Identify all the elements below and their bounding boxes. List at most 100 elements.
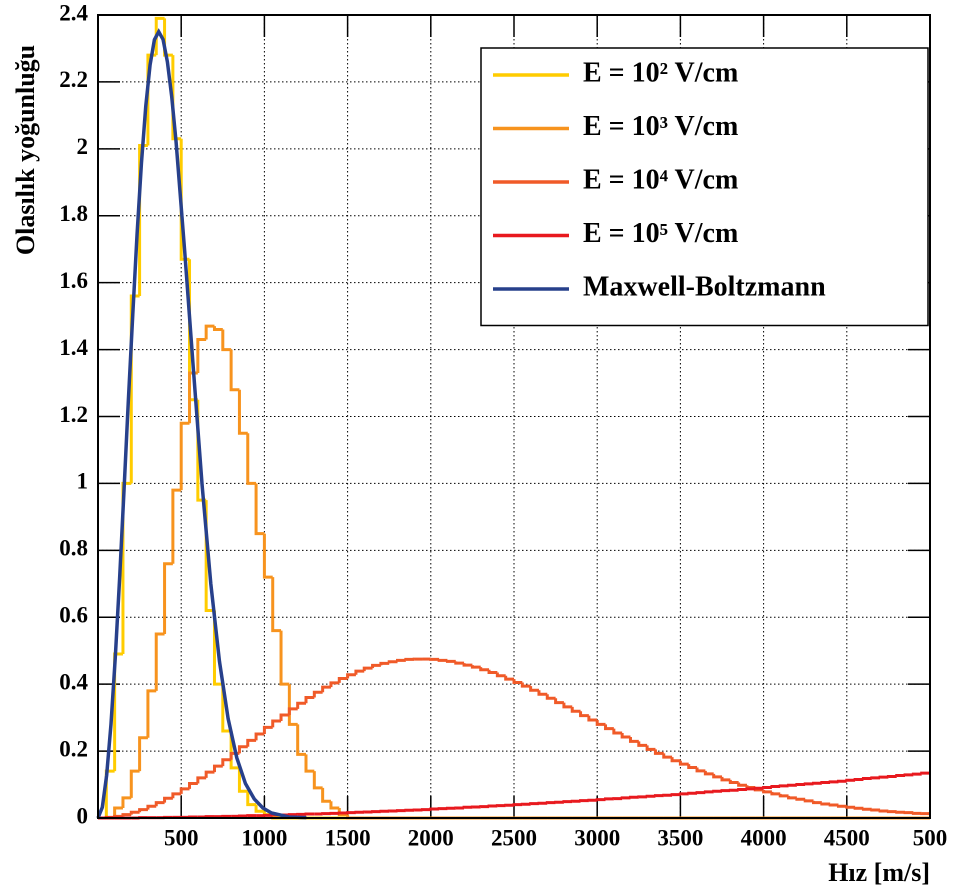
histogram-step (687, 764, 698, 769)
histogram-step (728, 779, 739, 785)
histogram-step (113, 806, 123, 818)
histogram-step (695, 791, 706, 795)
histogram-step (562, 702, 573, 709)
x-tick-label: 1000 (241, 825, 287, 850)
histogram-step (254, 483, 265, 536)
histogram-step (836, 779, 847, 783)
histogram-step (204, 324, 215, 340)
histogram-step (670, 757, 681, 763)
histogram-step (504, 675, 514, 681)
histogram-step (229, 731, 240, 770)
histogram-step (212, 326, 223, 332)
histogram-step (254, 732, 265, 741)
histogram-step (812, 800, 822, 805)
histogram-step (329, 681, 340, 688)
histogram-step (329, 801, 340, 810)
histogram-step (196, 338, 207, 374)
histogram-step (404, 657, 415, 661)
histogram-step (604, 797, 614, 801)
histogram-step (171, 488, 182, 564)
histogram-step (645, 794, 656, 798)
histogram-step (229, 349, 240, 392)
histogram-step (312, 771, 323, 790)
legend-label: E = 10³ V/cm (583, 111, 738, 142)
histogram-step (545, 801, 556, 805)
histogram-step (762, 786, 772, 790)
histogram-step (121, 796, 132, 808)
y-tick-label: 0 (77, 803, 89, 828)
histogram-step (687, 791, 698, 795)
histogram-step (803, 799, 814, 803)
histogram-step (620, 796, 631, 800)
histogram-step (204, 770, 215, 778)
histogram-step (529, 686, 539, 692)
histogram-step (287, 684, 298, 726)
histogram-step (188, 782, 198, 789)
histogram-step (479, 667, 490, 672)
histogram-step (762, 789, 772, 794)
histogram-step (886, 810, 897, 814)
histogram-step (820, 781, 831, 785)
histogram-step (562, 800, 573, 804)
histogram-step (163, 796, 173, 803)
histogram-step (396, 658, 406, 662)
histogram-step (271, 577, 282, 633)
histogram-step (445, 659, 456, 663)
histogram-step (146, 689, 157, 738)
histogram-step (612, 728, 623, 735)
legend-box (480, 47, 929, 327)
histogram-step (870, 808, 881, 812)
histogram-step (870, 776, 881, 780)
histogram-step (787, 795, 797, 800)
x-tick-label: 4000 (741, 825, 787, 850)
histogram-step (695, 767, 706, 773)
y-tick-label: 0.8 (59, 536, 88, 561)
histogram-step (861, 777, 872, 781)
histogram-step (296, 701, 306, 709)
histogram-step (861, 807, 872, 811)
histogram-step (845, 805, 856, 809)
y-tick-label: 1.2 (59, 402, 88, 427)
x-tick-label: 500 (913, 825, 948, 850)
histogram-step (637, 741, 648, 747)
histogram-step (271, 719, 282, 728)
histogram-step (812, 781, 822, 785)
histogram-step (129, 294, 140, 484)
histogram-step (487, 804, 498, 808)
histogram-step (154, 632, 165, 691)
histogram-step (886, 775, 897, 779)
histogram-step (620, 733, 631, 739)
histogram-step (820, 802, 831, 806)
x-tick-label: 2500 (491, 825, 537, 850)
y-tick-label: 2 (77, 134, 89, 159)
y-tick-label: 2.4 (59, 0, 88, 25)
histogram-step (678, 760, 689, 766)
histogram-step (720, 776, 731, 782)
histogram-step (537, 690, 548, 696)
histogram-step (703, 770, 714, 776)
histogram-step (221, 684, 232, 733)
histogram-step (312, 690, 323, 698)
histogram-step (487, 669, 498, 674)
histogram-step (246, 791, 257, 807)
histogram-step (321, 787, 331, 803)
x-tick-label: 4500 (824, 825, 870, 850)
histogram-step (279, 630, 290, 686)
histogram-step (138, 736, 148, 772)
histogram-step (653, 749, 664, 755)
histogram-step (146, 804, 157, 810)
x-tick-label: 2000 (408, 825, 454, 850)
y-tick-label: 1.8 (59, 201, 88, 226)
y-tick-label: 1 (77, 469, 89, 494)
histogram-step (853, 806, 864, 810)
histogram-step (645, 745, 656, 751)
histogram-step (836, 804, 847, 808)
histogram-step (670, 793, 681, 797)
histogram-step (462, 663, 473, 667)
histogram-step (512, 803, 523, 807)
histogram-step (787, 783, 797, 787)
histogram-step (163, 562, 173, 634)
histogram-step (179, 421, 190, 491)
histogram-step (712, 789, 722, 793)
